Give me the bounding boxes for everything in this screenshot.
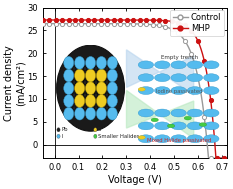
X-axis label: Voltage (V): Voltage (V) [108, 175, 162, 185]
Legend: Control, MHP: Control, MHP [170, 10, 224, 36]
Y-axis label: Current density
(mA/cm²): Current density (mA/cm²) [4, 45, 26, 121]
Polygon shape [127, 50, 194, 95]
Polygon shape [127, 91, 194, 139]
